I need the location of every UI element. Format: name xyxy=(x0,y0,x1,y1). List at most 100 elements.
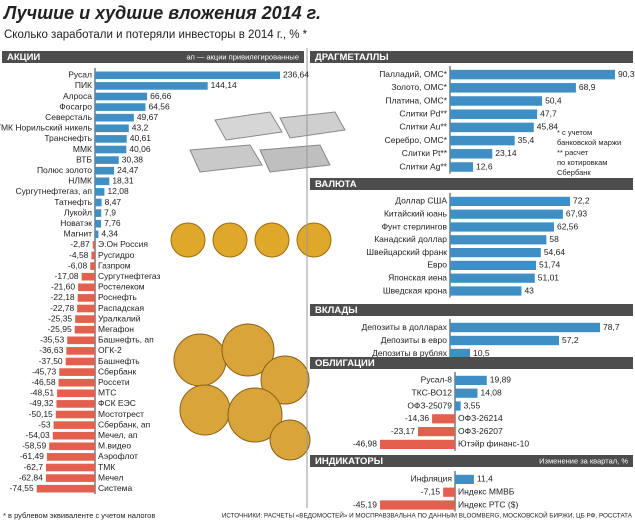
coin xyxy=(254,222,290,258)
category-label: ОФЗ-26207 xyxy=(458,426,503,436)
section-note: ** расчет xyxy=(557,148,589,157)
page-subtitle: Сколько заработали и потеряли инвесторы … xyxy=(4,29,308,41)
bar xyxy=(55,410,95,419)
value-label: -62,84 xyxy=(19,472,43,482)
category-label: Серебро, ОМС* xyxy=(385,135,448,145)
value-label: 40,61 xyxy=(130,133,152,143)
value-label: -6,08 xyxy=(68,260,88,270)
section-title: ИНДИКАТОРЫ xyxy=(315,456,383,467)
category-label: Газпром xyxy=(98,260,131,270)
category-label: Ютэйр финанс-10 xyxy=(458,439,529,449)
category-label: ОФЗ-25079 xyxy=(407,400,452,410)
ingot xyxy=(189,144,263,173)
category-label: Э.Он Россия xyxy=(98,239,148,249)
value-label: 43,2 xyxy=(132,123,149,133)
category-label: ММК xyxy=(73,144,92,154)
value-label: 144,14 xyxy=(211,80,237,90)
coin xyxy=(173,333,227,387)
bar xyxy=(95,219,102,228)
bar xyxy=(95,71,280,80)
bar xyxy=(95,177,110,186)
value-label: -53 xyxy=(38,419,51,429)
value-label: -36,63 xyxy=(39,345,63,355)
value-label: 24,47 xyxy=(117,165,139,175)
bar xyxy=(455,474,474,485)
category-label: Японская иена xyxy=(388,272,447,282)
section-note: Изменение за квартал, % xyxy=(539,456,628,465)
bar xyxy=(77,294,95,302)
bar xyxy=(95,209,102,217)
value-label: -61,49 xyxy=(20,451,44,461)
value-label: -35,53 xyxy=(40,335,64,345)
category-label: Русал xyxy=(68,70,92,80)
category-label: Депозиты в рублях xyxy=(372,348,448,358)
gold-coins xyxy=(173,323,311,461)
coin xyxy=(179,384,231,436)
bar xyxy=(380,439,455,450)
bar xyxy=(67,336,95,345)
category-label: Слитки Ag** xyxy=(399,161,447,171)
bar xyxy=(78,283,95,292)
category-label: Алроса xyxy=(63,91,92,101)
currency-coins xyxy=(170,222,332,258)
value-label: 23,14 xyxy=(495,148,517,158)
value-label: 47,7 xyxy=(540,108,557,118)
value-label: -4,58 xyxy=(69,250,89,260)
bar xyxy=(56,400,95,408)
bar xyxy=(450,335,560,346)
bar xyxy=(450,273,535,283)
category-label: Русгидро xyxy=(98,250,135,260)
bar xyxy=(52,431,95,440)
bar xyxy=(53,421,95,429)
value-label: -46,58 xyxy=(31,377,55,387)
bar xyxy=(450,235,547,245)
bar xyxy=(90,262,95,270)
bar xyxy=(75,315,95,323)
value-label: -50,15 xyxy=(29,409,53,419)
category-label: Депозиты в долларах xyxy=(362,322,448,332)
value-label: 236,64 xyxy=(283,70,309,80)
bar xyxy=(450,135,515,146)
coin xyxy=(227,387,283,443)
category-label: Полюс золото xyxy=(37,165,92,175)
category-label: Русал-8 xyxy=(421,375,453,385)
value-label: 68,9 xyxy=(579,82,596,92)
coin xyxy=(170,222,206,258)
bar xyxy=(92,241,95,249)
category-label: Депозиты в евро xyxy=(381,335,448,345)
category-label: Инфляция xyxy=(411,474,453,484)
category-label: Канадский доллар xyxy=(374,234,447,244)
category-label: ОФЗ-26214 xyxy=(458,413,503,423)
value-label: 12,08 xyxy=(107,186,129,196)
category-label: Магнит xyxy=(64,229,92,239)
value-label: 58 xyxy=(549,234,559,244)
bar xyxy=(57,389,95,398)
category-label: ВТБ xyxy=(76,154,92,164)
bar xyxy=(95,166,115,175)
value-label: -45,73 xyxy=(32,366,56,376)
value-label: -58,59 xyxy=(22,441,46,451)
category-label: Сургутнефтегаз, ап xyxy=(15,186,92,196)
category-label: Система xyxy=(98,483,133,493)
category-label: Доллар США xyxy=(395,196,447,206)
bar xyxy=(450,162,474,172)
category-label: Китайский юань xyxy=(384,208,448,218)
bar xyxy=(455,388,478,398)
category-label: Шведская крона xyxy=(383,285,447,295)
value-label: 90,3 xyxy=(618,69,635,79)
value-label: 19,89 xyxy=(490,375,512,385)
page-title: Лучшие и худшие вложения 2014 г. xyxy=(2,3,321,23)
category-label: Башнефть, ап xyxy=(98,335,154,345)
category-label: Индекс РТС ($) xyxy=(458,499,518,509)
value-label: 43 xyxy=(524,285,534,295)
section-title: ДРАГМЕТАЛЛЫ xyxy=(315,52,389,63)
value-label: 18,31 xyxy=(112,176,134,186)
category-label: ПИК xyxy=(75,80,92,90)
bar xyxy=(432,414,455,424)
category-label: Транснефть xyxy=(44,133,92,143)
coin xyxy=(221,323,275,377)
coin xyxy=(269,419,311,461)
value-label: -14,36 xyxy=(405,413,429,423)
bar xyxy=(36,484,95,493)
category-label: Аэрофлот xyxy=(98,451,138,461)
